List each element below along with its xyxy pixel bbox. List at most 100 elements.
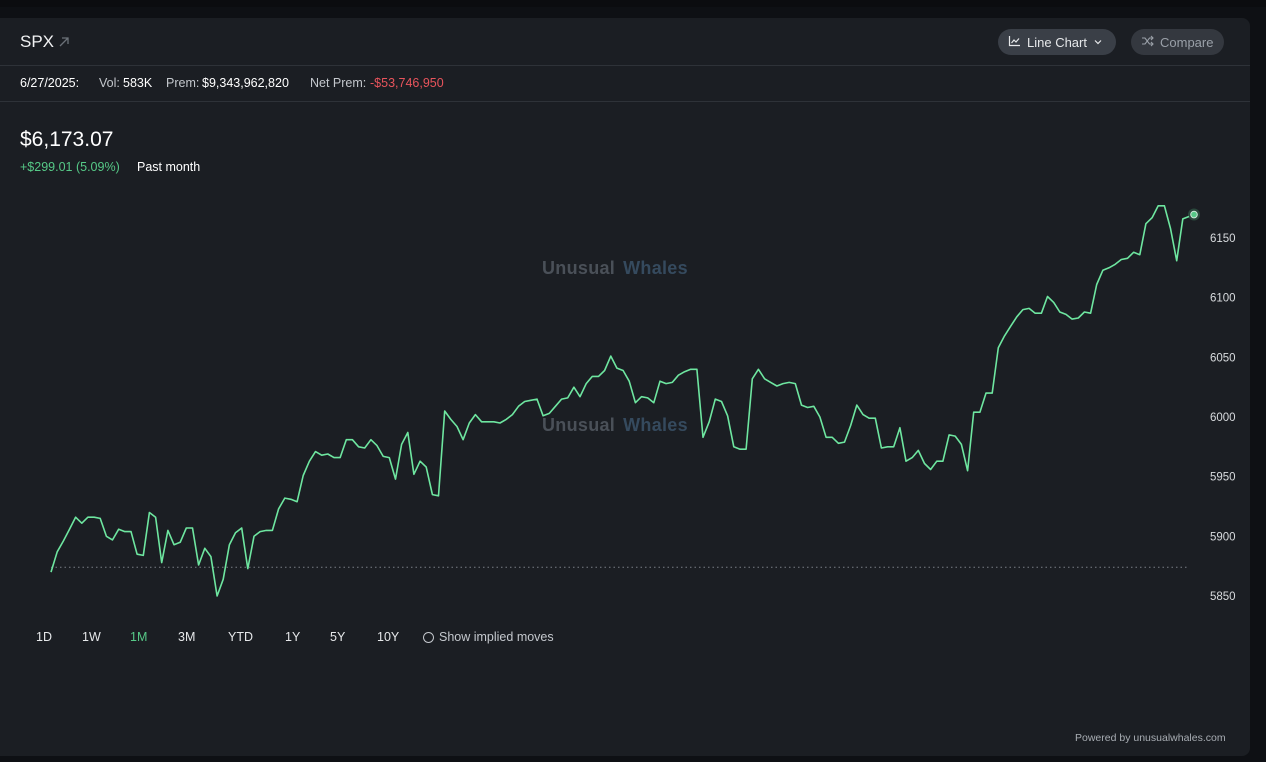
data-point [246,567,250,571]
data-point [270,528,274,532]
data-point [1175,259,1179,263]
data-point [953,434,957,438]
range-1y[interactable]: 1Y [285,630,301,644]
watermark-word-2: Whales [623,415,688,435]
watermark-word-1: Unusual [542,415,616,435]
range-5y[interactable]: 5Y [330,630,346,644]
data-point [517,404,521,408]
data-point [996,346,1000,350]
last-price-marker [1190,210,1198,219]
data-point [935,459,939,463]
chart-type-dropdown[interactable]: Line Chart [998,29,1116,55]
data-point [1058,310,1062,314]
data-point [357,445,361,449]
data-point [523,399,527,403]
data-point [369,438,373,442]
data-point [775,384,779,388]
vol-label: Vol: [99,76,120,90]
vol-value: 583K [123,76,153,90]
range-1d[interactable]: 1D [36,630,52,644]
data-point [406,431,410,435]
data-point [400,442,404,446]
y-tick-label: 6050 [1210,352,1236,364]
data-point [849,423,853,427]
arrow-up-right-icon [58,36,70,48]
data-point [898,426,902,430]
watermark-word-2: Whales [623,258,688,278]
data-point [910,456,914,460]
range-10y[interactable]: 10Y [377,630,400,644]
chart-type-label: Line Chart [1027,34,1087,50]
data-point [812,404,816,408]
data-point [418,459,422,463]
data-point [873,416,877,420]
data-point [258,530,262,534]
range-1w[interactable]: 1W [82,630,101,644]
data-point [738,447,742,451]
data-point [314,450,318,454]
ticker-link[interactable]: SPX [20,32,70,52]
data-point [621,368,625,372]
data-point [437,494,441,498]
data-point [713,397,717,401]
data-point [732,445,736,449]
data-point [473,413,477,417]
data-point [184,526,188,530]
data-point [190,526,194,530]
data-point [941,459,945,463]
data-point [264,528,268,532]
compare-button[interactable]: Compare [1131,29,1224,55]
data-point [695,367,699,371]
data-point [363,446,367,450]
watermark-top: Unusual Whales [542,258,688,279]
data-point [830,435,834,439]
data-point [547,411,551,415]
data-point [455,425,459,429]
data-point [744,447,748,451]
range-ytd[interactable]: YTD [228,630,253,644]
data-point [806,405,810,409]
data-point [424,465,428,469]
data-point [572,385,576,389]
data-point [387,456,391,460]
data-point [486,420,490,424]
data-point [756,367,760,371]
net-prem-value: -$53,746,950 [370,76,444,90]
range-3m[interactable]: 3M [178,630,196,644]
y-tick-label: 5900 [1210,531,1236,543]
data-point [172,543,176,547]
data-point [430,493,434,497]
data-point [412,472,416,476]
data-point [344,438,348,442]
data-point [627,379,631,383]
data-point [393,477,397,481]
data-point [676,373,680,377]
data-point [609,354,613,358]
range-1m[interactable]: 1M [130,630,148,644]
net-prem-label: Net Prem: [310,76,367,90]
data-point [1046,294,1050,298]
data-point [633,401,637,405]
data-point [886,445,890,449]
top-bar [0,0,1266,7]
data-point [1113,262,1117,266]
data-point [1156,204,1160,208]
data-point [307,459,311,463]
price-chart[interactable]: 5850 5900 5950 6000 6050 6100 6150 [0,18,1250,618]
data-point [1052,300,1056,304]
data-point [855,403,859,407]
implied-moves-toggle[interactable]: Show implied moves [423,630,554,644]
y-tick-label: 5950 [1210,472,1236,484]
data-point [769,380,773,384]
data-point [461,438,465,442]
stats-row: 6/27/2025: Vol: 583K Prem: $9,343,962,82… [0,66,1250,102]
data-point [178,540,182,544]
data-point [123,530,127,534]
data-point [824,435,828,439]
data-point [1138,253,1142,257]
radio-circle-icon[interactable] [423,631,434,643]
data-point [590,374,594,378]
data-point [904,459,908,463]
price-line [50,205,1190,597]
powered-by-footer: Powered by unusualwhales.com [1075,732,1226,744]
